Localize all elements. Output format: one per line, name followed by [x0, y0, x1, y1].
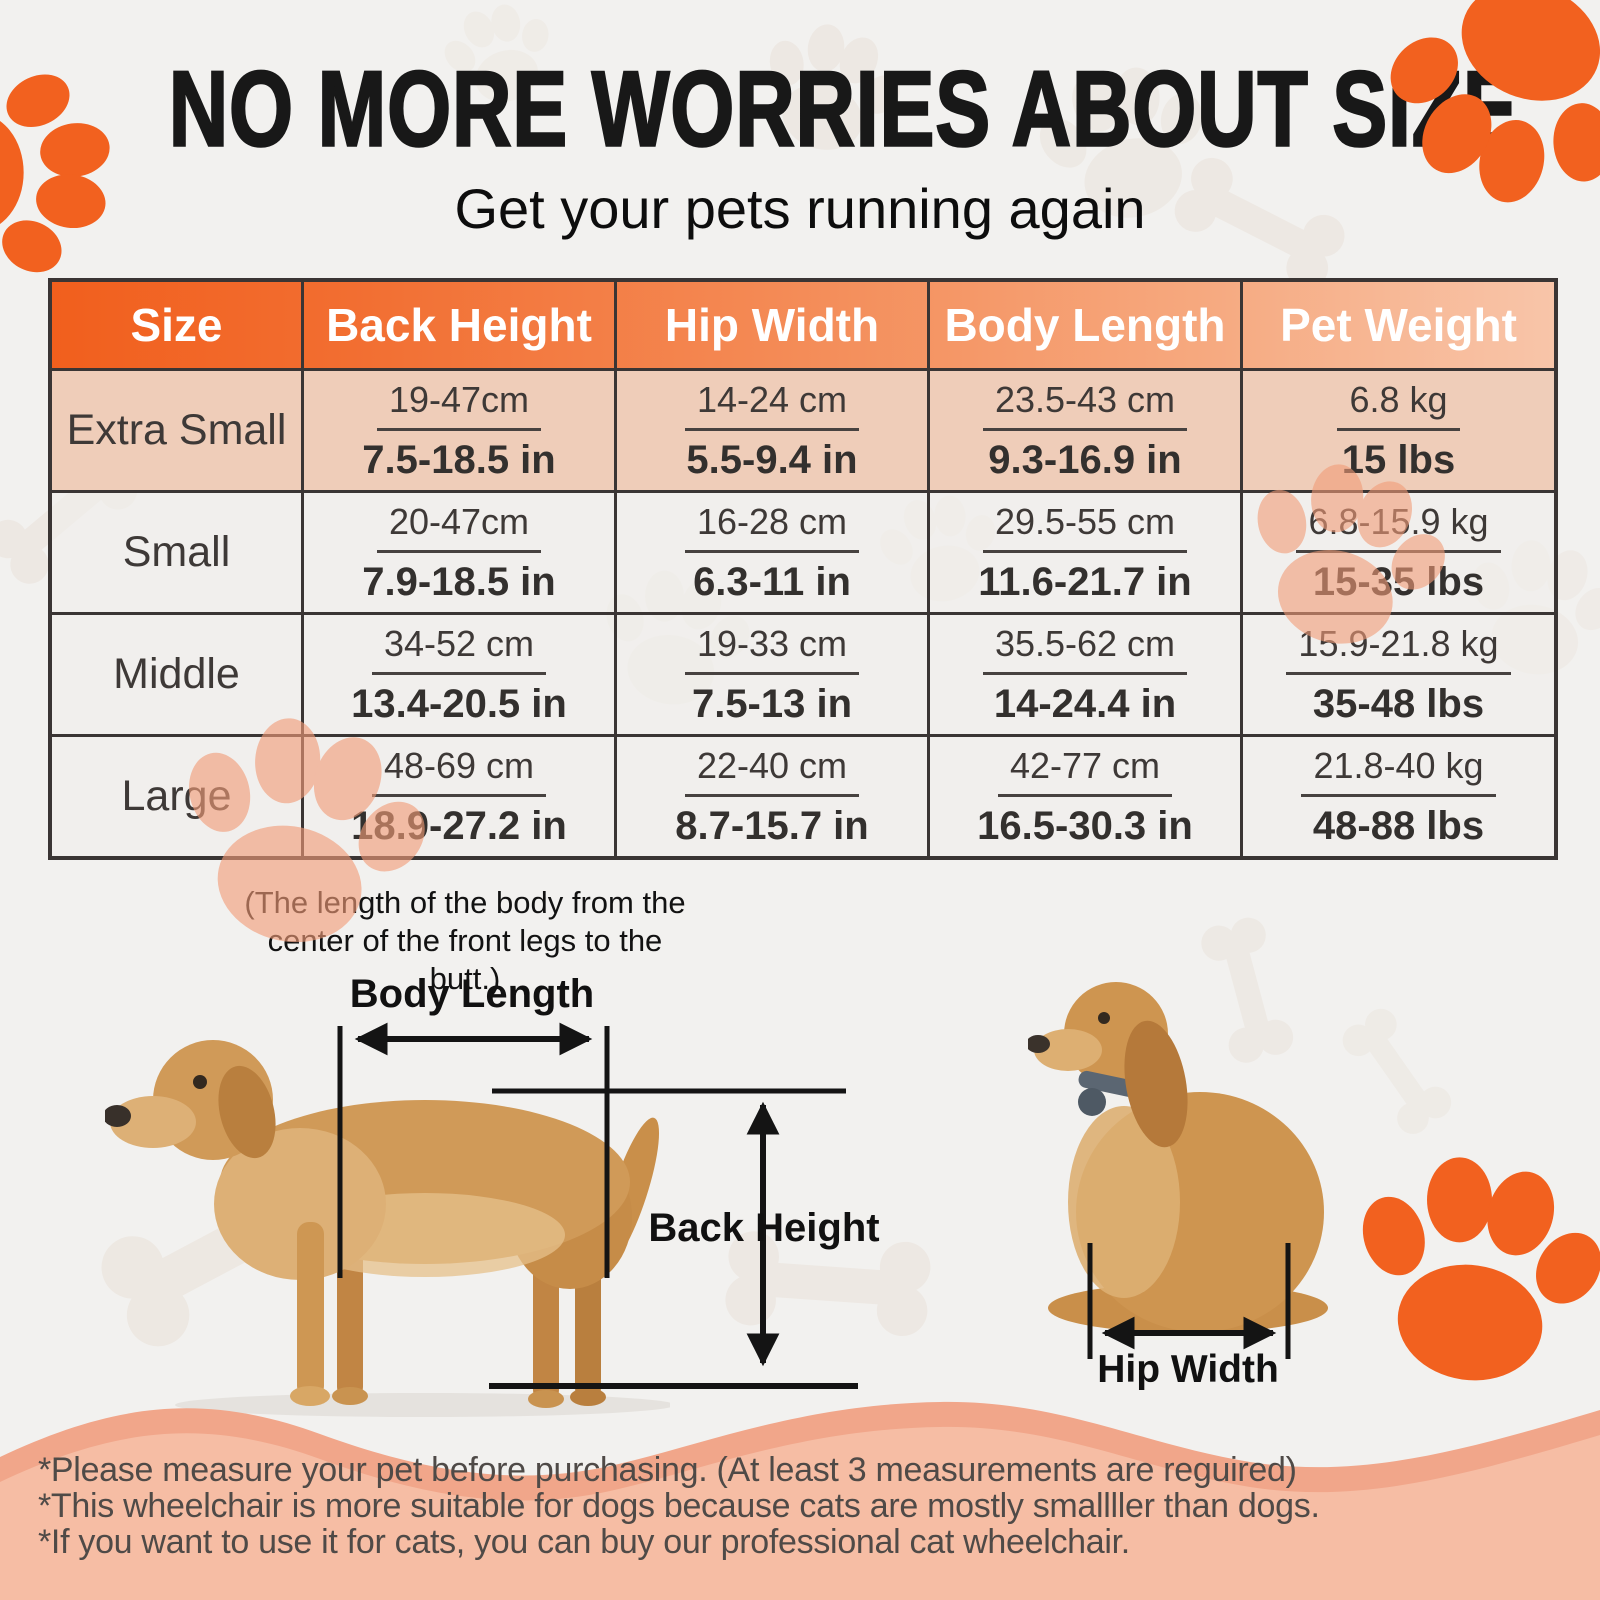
column-header-pet-weight: Pet Weight [1280, 299, 1517, 351]
column-header-body-length: Body Length [930, 282, 1243, 368]
imperial-value: 11.6-21.7 in [978, 559, 1192, 604]
metric-value: 48-69 cm [371, 745, 547, 797]
metric-value: 14-24 cm [684, 379, 860, 431]
page-title: NO MORE WORRIES ABOUT SIZE [168, 47, 1519, 169]
imperial-value: 5.5-9.4 in [686, 437, 858, 482]
paw-print-icon [1335, 1139, 1600, 1399]
footnote-line: *If you want to use it for cats, you can… [38, 1523, 1130, 1561]
imperial-value: 16.5-30.3 in [977, 803, 1193, 848]
metric-value: 16-28 cm [684, 501, 860, 553]
hip-width-label: Hip Width [1097, 1348, 1279, 1391]
imperial-value: 6.3-11 in [693, 559, 851, 604]
footnotes: *Please measure your pet before purchasi… [38, 1452, 1583, 1560]
page-subtitle: Get your pets running again [454, 177, 1146, 240]
size-label: Large [121, 772, 232, 820]
bone-watermark-icon [1197, 913, 1298, 1067]
footnote-line: *This wheelchair is more suitable for do… [38, 1487, 1320, 1525]
metric-value: 19-33 cm [684, 623, 860, 675]
metric-value: 15.9-21.8 kg [1286, 623, 1511, 675]
metric-value: 42-77 cm [997, 745, 1173, 797]
sitting-dog-photo [1028, 982, 1328, 1333]
imperial-value: 7.9-18.5 in [362, 559, 556, 604]
metric-value: 35.5-62 cm [982, 623, 1188, 675]
imperial-value: 15 lbs [1341, 437, 1456, 482]
metric-value: 6.8 kg [1337, 379, 1460, 431]
imperial-value: 14-24.4 in [993, 681, 1177, 726]
metric-value: 21.8-40 kg [1301, 745, 1496, 797]
size-label: Extra Small [66, 406, 287, 454]
body-length-label: Body Length [349, 972, 595, 1016]
bone-watermark-icon [90, 1137, 366, 1358]
standing-dog-photo [105, 1040, 670, 1417]
table-row: Extra Small 19-47cm 7.5-18.5 in 14-24 cm 5… [52, 368, 1554, 490]
size-label: Middle [113, 650, 240, 698]
bone-watermark-icon [1336, 1002, 1458, 1141]
column-header-hip-width: Hip Width [617, 282, 930, 368]
table-row: Large 48-69 cm 18.9-27.2 in 22-40 cm 8.7-1… [52, 734, 1554, 856]
imperial-value: 7.5-18.5 in [362, 437, 556, 482]
metric-value: 20-47cm [376, 501, 542, 553]
metric-value: 22-40 cm [684, 745, 860, 797]
size-table-header: Size Back Height Hip Width Body Length P… [52, 282, 1554, 368]
column-header-size: Size [52, 282, 304, 368]
metric-value: 19-47cm [376, 379, 542, 431]
imperial-value: 18.9-27.2 in [351, 803, 567, 848]
table-row: Small 20-47cm 7.9-18.5 in 16-28 cm 6.3-11 … [52, 490, 1554, 612]
size-table: Size Back Height Hip Width Body Length P… [48, 278, 1558, 860]
imperial-value: 7.5-13 in [691, 681, 853, 726]
footnote-line: *Please measure your pet before purchasi… [38, 1451, 1297, 1489]
imperial-value: 13.4-20.5 in [351, 681, 567, 726]
size-label: Small [122, 528, 231, 576]
imperial-value: 35-48 lbs [1312, 681, 1485, 726]
metric-value: 6.8-15.9 kg [1296, 501, 1501, 553]
imperial-value: 48-88 lbs [1312, 803, 1485, 848]
imperial-value: 15-35 lbs [1312, 559, 1485, 604]
back-height-label: Back Height [648, 1206, 880, 1250]
metric-value: 34-52 cm [371, 623, 547, 675]
metric-value: 23.5-43 cm [982, 379, 1188, 431]
imperial-value: 9.3-16.9 in [988, 437, 1182, 482]
metric-value: 29.5-55 cm [982, 501, 1188, 553]
imperial-value: 8.7-15.7 in [675, 803, 869, 848]
column-header-back-height: Back Height [304, 282, 617, 368]
table-row: Middle 34-52 cm 13.4-20.5 in 19-33 cm 7.5-… [52, 612, 1554, 734]
